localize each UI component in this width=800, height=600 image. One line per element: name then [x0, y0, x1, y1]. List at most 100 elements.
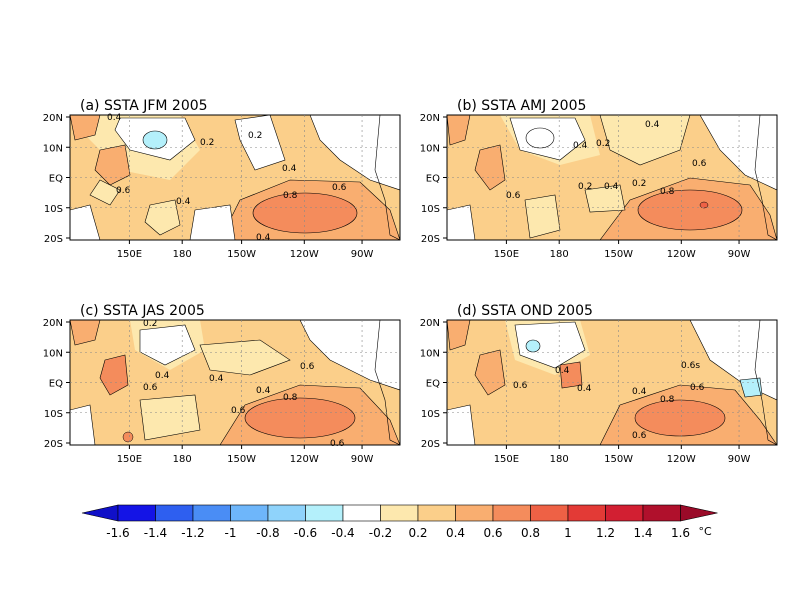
colorbar-tick-label: -1.2	[181, 526, 204, 540]
colorbar-tick-label: 1.4	[633, 526, 652, 540]
colorbar-tick-label: -0.6	[294, 526, 317, 540]
panel-d: (d) SSTA OND 2005 0.4 0.6 0.4 0.4 0.6s 0…	[446, 303, 778, 446]
contour-label: 0.4	[573, 141, 588, 151]
colorbar-swatch	[417, 504, 456, 522]
lat-tick-label: 10S	[421, 409, 440, 420]
lat-tick-label: 20N	[43, 113, 63, 124]
lon-tick-label: 180	[550, 454, 569, 465]
contour-label: 0.2	[632, 179, 646, 189]
panel-title: (b) SSTA AMJ 2005	[457, 98, 586, 114]
lat-tick-label: 10S	[44, 409, 63, 420]
contour-label: 0.2	[578, 182, 592, 192]
lat-tick-label: 10S	[44, 204, 63, 215]
lat-tick-label: 20N	[420, 113, 440, 124]
panel-a: (a) SSTA JFM 2005 0.4 0.2 0.2 0.4 0.6 0.…	[69, 98, 401, 243]
colorbar-high-arrow	[680, 504, 718, 522]
colorbar-tick-label: 1.6	[671, 526, 690, 540]
lat-tick-label: 10N	[43, 348, 63, 359]
lat-tick-label: 20N	[43, 318, 63, 329]
colorbar-swatch	[455, 504, 494, 522]
contour-labels: 0.4 0.6 0.4 0.4 0.6s 0.6 0.8 0.6	[513, 361, 705, 441]
contour-label: 0.4	[256, 233, 271, 243]
contour-label: 0.2	[596, 139, 610, 149]
lon-tick-label: 180	[550, 249, 569, 260]
lon-tick-label: 120W	[667, 454, 696, 465]
contour-label: 0.8	[283, 191, 298, 201]
lon-tick-label: 150E	[494, 454, 519, 465]
colorbar-tick-label: -1.4	[144, 526, 167, 540]
colorbar-swatch	[492, 504, 531, 522]
colorbar-tick-label: 0.8	[521, 526, 540, 540]
colorbar-tick-label: 1.2	[596, 526, 615, 540]
colorbar-swatch	[117, 504, 156, 522]
colorbar-tick-label: -0.8	[256, 526, 279, 540]
lon-tick-label: 180	[173, 249, 192, 260]
contour-label: 0.6	[632, 431, 647, 441]
contour-label: 0.6	[513, 381, 528, 391]
lon-tick-label: 180	[173, 454, 192, 465]
panel-title: (c) SSTA JAS 2005	[80, 303, 205, 319]
contour-label: 0.6s	[681, 361, 700, 371]
lon-tick-label: 150E	[494, 249, 519, 260]
contour-label: 0.6	[231, 406, 246, 416]
map-axes: 20N 10N EQ 10S 20S 150E 180 150W 120W 90W 20N 10N EQ…	[43, 113, 777, 465]
lat-tick-label: EQ	[49, 379, 63, 390]
contour-label: 0.4	[577, 384, 592, 394]
contour-label: 0.6	[116, 186, 131, 196]
contour-labels: 0.2 0.4 0.6 0.4 0.6 0.4 0.6 0.8 0.6	[143, 319, 345, 449]
lat-tick-label: EQ	[426, 379, 440, 390]
contour-label: 0.4	[209, 374, 224, 384]
lat-tick-label: 20N	[420, 318, 440, 329]
contour-label: 0.6	[143, 383, 158, 393]
contour-label: 0.4	[555, 366, 570, 376]
colorbar-swatch	[230, 504, 269, 522]
lat-tick-label: 20S	[44, 234, 63, 245]
colorbar-low-arrow	[81, 504, 119, 522]
contour-label: 0.4	[632, 387, 647, 397]
panel-c: (c) SSTA JAS 2005 0.2 0.4 0.6 0.4 0.6 0.…	[69, 303, 401, 449]
colorbar: -1.6 -1.4 -1.2 -1 -0.8 -0.6 -0.4 -0.2 0.2 0.4 0.6 0…	[81, 504, 718, 540]
colorbar-tick-label: -0.2	[369, 526, 392, 540]
contour-label: 0.6	[692, 159, 707, 169]
colorbar-tick-label: 1	[564, 526, 572, 540]
contour-label: 0.4	[155, 371, 170, 381]
lon-tick-label: 150W	[227, 454, 256, 465]
colorbar-swatch	[380, 504, 419, 522]
contour-label: 0.6	[506, 191, 521, 201]
lon-tick-label: 150W	[604, 454, 633, 465]
contour-label: 0.6	[330, 439, 345, 449]
contour-label: 0.4	[176, 197, 191, 207]
contour-label: 0.4	[107, 113, 122, 123]
sst-anomaly-field	[70, 115, 400, 240]
lon-tick-label: 90W	[351, 454, 374, 465]
colorbar-swatch	[567, 504, 606, 522]
lat-tick-label: EQ	[49, 174, 63, 185]
contour-label: 0.4	[282, 164, 297, 174]
colorbar-swatch	[342, 504, 381, 522]
sst-anomaly-field	[447, 320, 777, 445]
lon-tick-label: 150W	[227, 249, 256, 260]
contour-label: 0.2	[200, 138, 214, 148]
lon-tick-label: 90W	[728, 454, 751, 465]
contour-label: 0.4	[604, 182, 619, 192]
colorbar-tick-label: 0.4	[446, 526, 465, 540]
sst-anomaly-field	[70, 320, 400, 445]
colorbar-unit: °C	[699, 525, 713, 538]
contour-label: 0.2	[248, 131, 262, 141]
lon-tick-label: 90W	[728, 249, 751, 260]
panel-title: (d) SSTA OND 2005	[457, 303, 593, 319]
lon-tick-label: 150W	[604, 249, 633, 260]
panel-b: (b) SSTA AMJ 2005 0.4 0.4 0.2 0.6 0.6 0.…	[446, 98, 778, 241]
contour-label: 0.8	[660, 395, 675, 405]
colorbar-swatch	[267, 504, 306, 522]
colorbar-swatch	[605, 504, 644, 522]
lon-tick-label: 150E	[117, 454, 142, 465]
lat-tick-label: 10N	[420, 143, 440, 154]
colorbar-swatch	[192, 504, 231, 522]
colorbar-tick-label: 0.6	[483, 526, 502, 540]
lat-tick-label: 20S	[421, 234, 440, 245]
colorbar-tick-label: -0.4	[331, 526, 354, 540]
lat-tick-label: 20S	[44, 439, 63, 450]
contour-labels: 0.4 0.4 0.2 0.6 0.6 0.2 0.4 0.2 0.8	[506, 120, 707, 201]
